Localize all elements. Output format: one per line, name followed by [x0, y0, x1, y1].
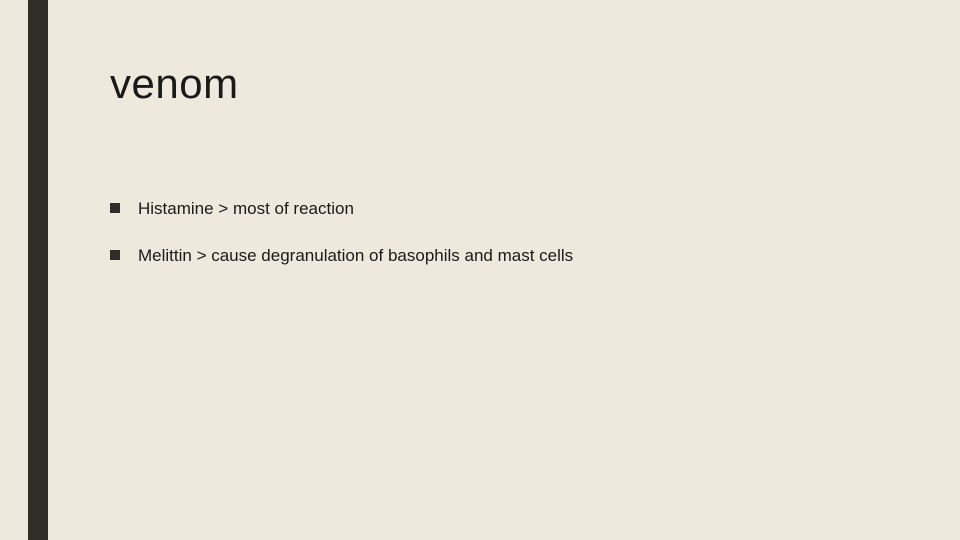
slide-title: venom	[110, 60, 900, 108]
square-bullet-icon	[110, 250, 120, 260]
list-item: Melittin > cause degranulation of basoph…	[110, 245, 900, 268]
list-item: Histamine > most of reaction	[110, 198, 900, 221]
bullet-list: Histamine > most of reaction Melittin > …	[110, 198, 900, 268]
accent-bar	[28, 0, 48, 540]
bullet-text: Histamine > most of reaction	[138, 198, 900, 221]
square-bullet-icon	[110, 203, 120, 213]
slide-content: venom Histamine > most of reaction Melit…	[110, 60, 900, 292]
bullet-text: Melittin > cause degranulation of basoph…	[138, 245, 900, 268]
